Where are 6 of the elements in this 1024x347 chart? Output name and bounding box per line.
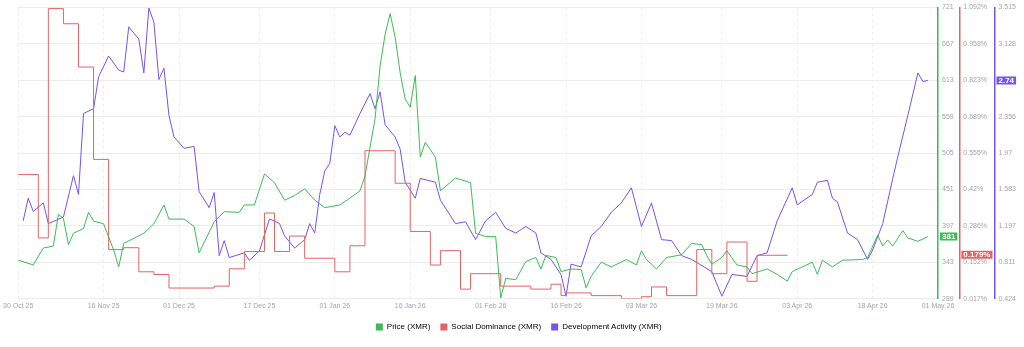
legend-label: Price (XMR): [386, 322, 431, 332]
y-tick-label: 381: [942, 231, 956, 241]
y3-tick-label: 2.74: [998, 75, 1015, 85]
legend-label: Development Activity (XMR): [562, 322, 663, 332]
y2-tick-label: 0.179%: [963, 249, 991, 259]
legend-label: Social Dominance (XMR): [451, 322, 542, 332]
